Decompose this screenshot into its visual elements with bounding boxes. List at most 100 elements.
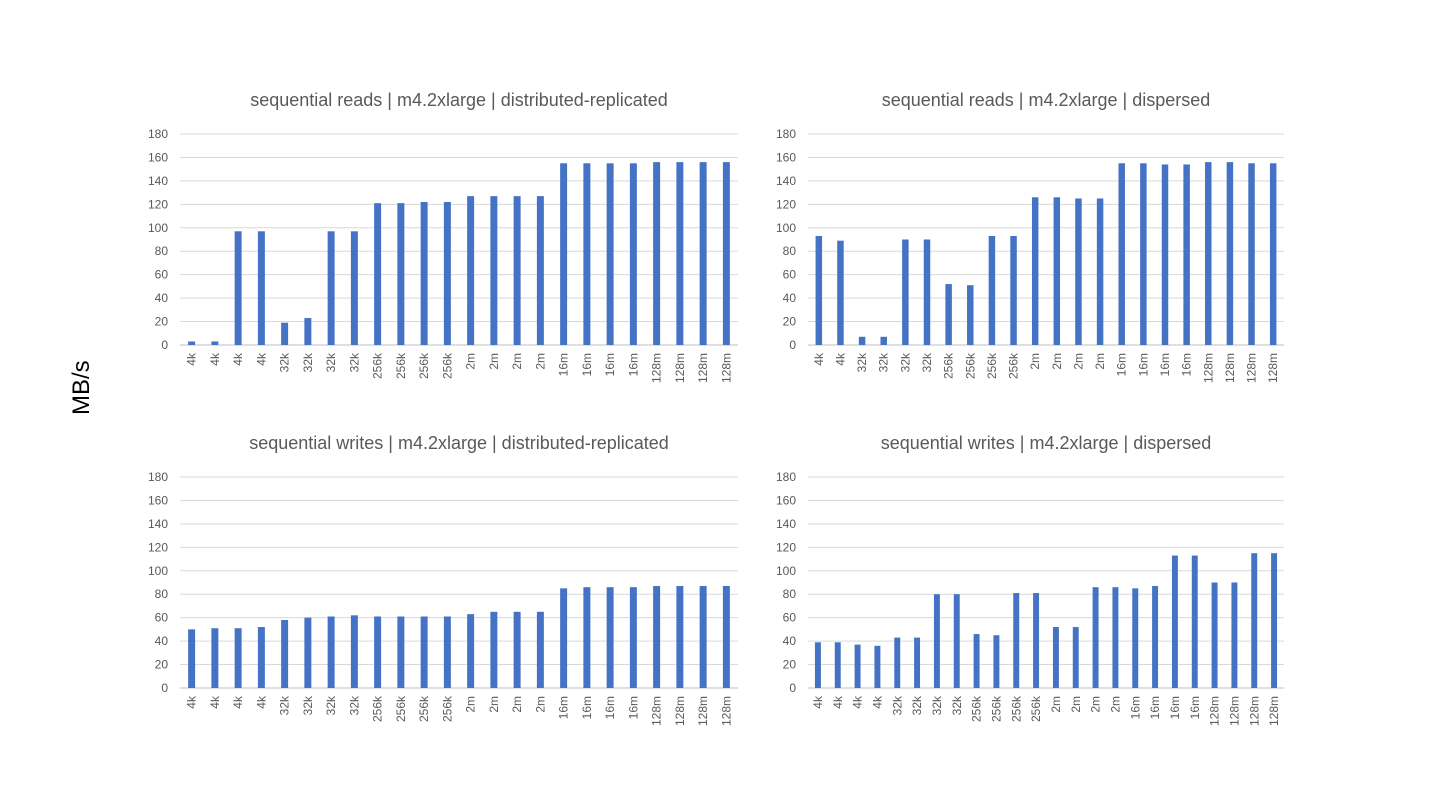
y-tick-label: 0: [161, 338, 168, 352]
y-tick-label: 120: [776, 540, 796, 554]
bar: [490, 611, 498, 688]
bar: [923, 239, 931, 345]
bar: [467, 614, 475, 688]
y-tick-label: 160: [148, 150, 168, 164]
bar: [993, 635, 1000, 688]
y-tick-label: 140: [148, 517, 168, 531]
bar: [443, 616, 451, 688]
x-tick-label: 2m: [1049, 696, 1063, 713]
x-tick-label: 4k: [851, 695, 865, 709]
x-tick-label: 32k: [347, 352, 361, 372]
y-tick-label: 140: [148, 174, 168, 188]
x-tick-label: 4k: [208, 352, 222, 366]
bar: [327, 616, 335, 688]
x-tick-label: 32k: [910, 695, 924, 715]
bar: [1191, 555, 1198, 688]
bar: [953, 594, 960, 688]
x-tick-label: 16m: [626, 353, 640, 376]
bar: [397, 203, 405, 345]
y-tick-label: 180: [148, 470, 168, 484]
bar: [188, 341, 196, 345]
x-tick-label: 256k: [417, 695, 431, 722]
y-tick-label: 160: [148, 493, 168, 507]
y-tick-label: 20: [783, 315, 797, 329]
bar: [1226, 162, 1234, 345]
x-tick-label: 128m: [696, 696, 710, 726]
y-tick-label: 0: [789, 338, 796, 352]
bar: [858, 336, 866, 345]
bar: [814, 642, 821, 688]
chart-panel-4: sequential writes | m4.2xlarge | dispers…: [776, 433, 1284, 726]
y-tick-label: 180: [776, 470, 796, 484]
x-tick-label: 4k: [231, 695, 245, 709]
bar: [1052, 627, 1059, 688]
bar: [1112, 587, 1119, 688]
x-tick-label: 32k: [301, 695, 315, 715]
x-tick-label: 2m: [1093, 353, 1107, 370]
x-tick-label: 2m: [1069, 696, 1083, 713]
bar: [420, 201, 428, 345]
x-tick-label: 2m: [1071, 353, 1085, 370]
bar: [211, 341, 219, 345]
bar: [1075, 198, 1082, 345]
bar: [676, 586, 684, 688]
x-tick-label: 128m: [673, 353, 687, 383]
x-tick-label: 32k: [324, 352, 338, 372]
x-tick-label: 256k: [440, 352, 454, 379]
bar: [420, 616, 428, 688]
bar: [894, 637, 901, 688]
bar: [1092, 587, 1099, 688]
bar: [629, 163, 637, 345]
bar: [560, 163, 568, 345]
bar: [902, 239, 909, 345]
y-tick-label: 180: [148, 127, 168, 141]
x-tick-label: 256k: [985, 352, 999, 379]
chart-panel-2: sequential reads | m4.2xlarge | disperse…: [776, 90, 1284, 383]
y-tick-label: 100: [776, 221, 796, 235]
x-tick-label: 4k: [254, 695, 268, 709]
bar: [1248, 163, 1255, 345]
y-tick-label: 60: [155, 268, 169, 282]
x-tick-label: 4k: [833, 352, 847, 366]
x-tick-label: 16m: [1115, 353, 1129, 376]
bar: [560, 588, 568, 688]
x-tick-label: 256k: [970, 695, 984, 722]
x-tick-label: 256k: [371, 352, 385, 379]
x-tick-label: 16m: [1188, 696, 1202, 719]
y-tick-label: 100: [776, 564, 796, 578]
bar: [1211, 582, 1218, 688]
x-tick-label: 16m: [1158, 353, 1172, 376]
x-tick-label: 16m: [1168, 696, 1182, 719]
x-tick-label: 32k: [920, 352, 934, 372]
x-tick-label: 2m: [533, 696, 547, 713]
bar: [629, 587, 637, 688]
x-tick-label: 128m: [1208, 696, 1222, 726]
x-tick-label: 16m: [626, 696, 640, 719]
x-tick-label: 32k: [890, 695, 904, 715]
y-tick-label: 140: [776, 517, 796, 531]
x-tick-label: 128m: [1245, 353, 1259, 383]
x-tick-label: 2m: [1108, 696, 1122, 713]
bar: [374, 203, 382, 345]
bar: [854, 644, 861, 688]
bar: [281, 620, 289, 688]
x-tick-label: 32k: [347, 695, 361, 715]
bar: [327, 231, 335, 345]
bar: [973, 634, 980, 688]
x-tick-label: 4k: [870, 695, 884, 709]
x-tick-label: 4k: [231, 352, 245, 366]
bar: [1271, 553, 1278, 688]
x-tick-label: 256k: [1009, 695, 1023, 722]
x-tick-label: 16m: [1128, 696, 1142, 719]
bar: [653, 586, 661, 688]
bar: [699, 162, 707, 345]
bar: [945, 284, 952, 345]
bar: [257, 627, 265, 688]
bar: [304, 617, 312, 688]
bar: [967, 285, 974, 345]
x-tick-label: 16m: [603, 353, 617, 376]
x-tick-label: 2m: [487, 353, 501, 370]
x-tick-label: 2m: [1089, 696, 1103, 713]
x-tick-label: 256k: [1007, 352, 1021, 379]
